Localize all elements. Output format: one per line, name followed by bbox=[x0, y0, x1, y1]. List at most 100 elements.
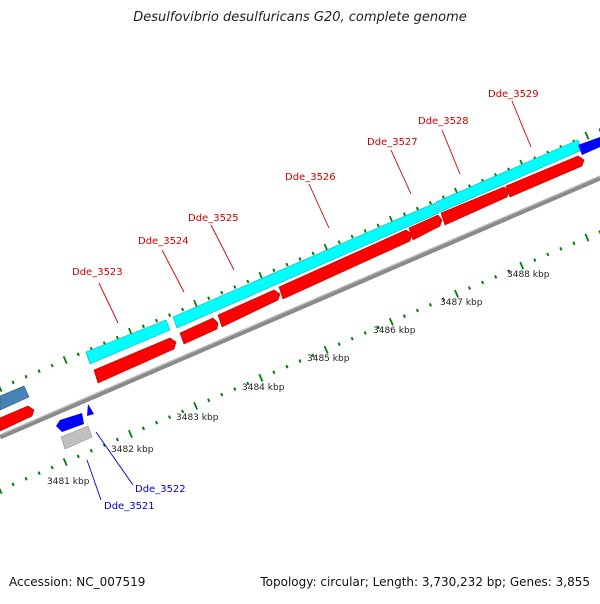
tick-mark bbox=[494, 274, 498, 279]
tick-mark bbox=[350, 336, 354, 341]
tick-mark bbox=[428, 303, 433, 307]
tick-mark bbox=[258, 373, 264, 382]
tick-mark bbox=[285, 364, 289, 369]
cyan-feature[interactable] bbox=[172, 202, 440, 329]
tick-mark bbox=[207, 296, 211, 301]
tick-mark bbox=[220, 392, 224, 397]
tick-mark bbox=[11, 482, 15, 487]
red-cds[interactable] bbox=[408, 214, 443, 241]
cyan-feature[interactable] bbox=[435, 139, 583, 213]
gene-label-dde-3529[interactable]: Dde_3529 bbox=[488, 89, 539, 100]
tick-mark bbox=[141, 426, 146, 431]
gene-labels: Dde_3521 Dde_3522 Dde_3523 Dde_3524 Dde_… bbox=[72, 89, 539, 512]
tick-mark bbox=[298, 257, 302, 261]
tick-mark bbox=[559, 246, 563, 251]
tick-mark bbox=[76, 454, 80, 459]
gene-label-dde-3525[interactable]: Dde_3525 bbox=[188, 213, 239, 224]
scale-label: 3481 kbp bbox=[47, 477, 90, 487]
tick-mark bbox=[233, 285, 237, 289]
blue-gene-arrow[interactable] bbox=[56, 413, 84, 432]
tick-mark bbox=[363, 331, 367, 335]
red-cds[interactable] bbox=[278, 229, 413, 300]
gene-label-dde-3521[interactable]: Dde_3521 bbox=[104, 501, 155, 512]
scale-label: 3484 kbp bbox=[242, 383, 285, 393]
red-cds[interactable] bbox=[179, 317, 219, 345]
blue-feature[interactable] bbox=[578, 137, 600, 155]
tick-mark bbox=[533, 258, 537, 262]
gene-label-dde-3526[interactable]: Dde_3526 bbox=[285, 172, 336, 183]
tick-mark bbox=[376, 325, 380, 330]
gene-label-dde-3524[interactable]: Dde_3524 bbox=[138, 236, 189, 247]
red-cds[interactable] bbox=[0, 405, 35, 432]
accession-text: Accession: NC_007519 bbox=[9, 575, 146, 589]
tick-mark bbox=[181, 409, 185, 414]
tick-mark bbox=[220, 290, 224, 295]
tick-mark bbox=[154, 318, 159, 323]
tick-mark bbox=[376, 223, 380, 228]
steelblue-feature[interactable] bbox=[0, 385, 30, 411]
red-cds[interactable] bbox=[440, 186, 510, 226]
inner-genes bbox=[56, 404, 94, 450]
tick-mark bbox=[428, 201, 433, 205]
tick-mark bbox=[388, 317, 394, 326]
tick-mark bbox=[337, 240, 341, 245]
scale-label: 3482 kbp bbox=[111, 445, 154, 455]
scale-label: 3486 kbp bbox=[373, 326, 416, 336]
leader-lines bbox=[86, 100, 532, 501]
tick-mark bbox=[102, 443, 106, 448]
red-cds[interactable] bbox=[217, 289, 281, 328]
tick-mark bbox=[323, 345, 329, 354]
tick-mark bbox=[193, 401, 199, 410]
scale-label: 3488 kbp bbox=[507, 270, 550, 280]
red-cds[interactable] bbox=[93, 337, 177, 384]
cyan-feature[interactable] bbox=[85, 319, 171, 365]
tick-mark bbox=[0, 487, 3, 495]
gene-label-dde-3528[interactable]: Dde_3528 bbox=[418, 116, 469, 127]
tick-mark bbox=[154, 420, 159, 425]
tick-mark bbox=[350, 234, 354, 239]
scale-label: 3483 kbp bbox=[176, 413, 219, 423]
gene-label-dde-3527[interactable]: Dde_3527 bbox=[367, 137, 418, 148]
tick-mark bbox=[402, 212, 406, 217]
tick-mark bbox=[507, 269, 511, 274]
red-cds-track bbox=[0, 155, 585, 432]
tick-mark bbox=[285, 262, 289, 267]
tick-mark bbox=[233, 387, 237, 391]
tick-mark bbox=[441, 297, 446, 302]
tick-mark bbox=[50, 465, 54, 470]
scale-tick-ring bbox=[0, 230, 600, 495]
tick-mark bbox=[454, 289, 459, 298]
genome-summary-text: Topology: circular; Length: 3,730,232 bp… bbox=[260, 575, 590, 589]
tick-mark bbox=[415, 308, 419, 313]
tick-mark bbox=[11, 380, 15, 385]
tick-mark bbox=[207, 398, 211, 403]
tick-mark bbox=[102, 341, 106, 346]
tick-mark bbox=[37, 471, 41, 476]
tick-mark bbox=[128, 429, 133, 438]
tick-mark bbox=[519, 261, 525, 270]
tick-mark bbox=[467, 286, 472, 290]
grey-gene[interactable] bbox=[60, 425, 93, 450]
tick-mark bbox=[481, 280, 485, 285]
blue-gene-arrow[interactable] bbox=[87, 404, 94, 416]
tick-mark bbox=[546, 252, 550, 257]
tick-mark bbox=[141, 324, 146, 329]
tick-mark bbox=[298, 359, 302, 363]
tick-mark bbox=[246, 381, 250, 386]
tick-mark bbox=[584, 233, 590, 242]
tick-mark bbox=[572, 241, 576, 246]
tick-mark bbox=[181, 307, 185, 312]
gene-label-dde-3522[interactable]: Dde_3522 bbox=[135, 484, 186, 495]
backbone bbox=[0, 175, 600, 440]
tick-mark bbox=[272, 268, 276, 273]
scale-labels: 3481 kbp 3482 kbp 3483 kbp 3484 kbp 3485… bbox=[47, 270, 550, 487]
gene-label-dde-3523[interactable]: Dde_3523 bbox=[72, 267, 123, 278]
tick-mark bbox=[76, 352, 80, 357]
tick-mark bbox=[167, 313, 172, 317]
tick-mark bbox=[272, 370, 276, 375]
scale-label: 3487 kbp bbox=[440, 298, 483, 308]
tick-mark bbox=[167, 415, 172, 419]
red-cds[interactable] bbox=[505, 155, 585, 198]
genome-title: Desulfovibrio desulfuricans G20, complet… bbox=[133, 10, 467, 25]
